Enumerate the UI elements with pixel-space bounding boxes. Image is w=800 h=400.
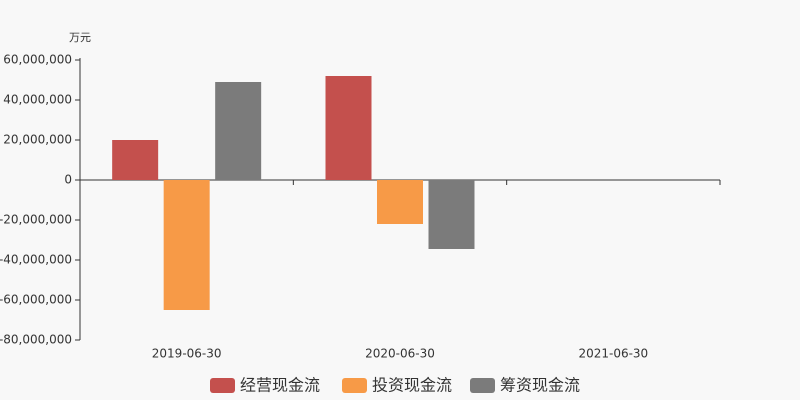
y-unit: 万元 — [69, 31, 91, 44]
y-tick-label: 40,000,000 — [3, 93, 72, 107]
legend-label: 筹资现金流 — [500, 376, 580, 395]
y-tick-label: -60,000,000 — [0, 293, 72, 307]
y-tick-label: 20,000,000 — [3, 133, 72, 147]
bar — [112, 140, 159, 180]
bar — [377, 180, 423, 224]
legend-label: 经营现金流 — [240, 376, 320, 395]
y-tick-label: 0 — [64, 173, 72, 187]
legend-swatch — [342, 378, 367, 393]
y-tick-label: 60,000,000 — [3, 53, 72, 67]
bar — [325, 76, 372, 180]
bar — [215, 82, 262, 180]
x-tick-label: 2021-06-30 — [578, 347, 648, 361]
legend-label: 投资现金流 — [372, 376, 452, 395]
y-tick-label: -40,000,000 — [0, 253, 72, 267]
legend-swatch — [210, 378, 235, 393]
y-tick-label: -80,000,000 — [0, 333, 72, 347]
x-tick-label: 2020-06-30 — [365, 347, 435, 361]
x-tick-label: 2019-06-30 — [152, 347, 222, 361]
y-tick-label: -20,000,000 — [0, 213, 72, 227]
legend-swatch — [470, 378, 495, 393]
bar — [163, 180, 210, 310]
bar — [428, 180, 475, 249]
